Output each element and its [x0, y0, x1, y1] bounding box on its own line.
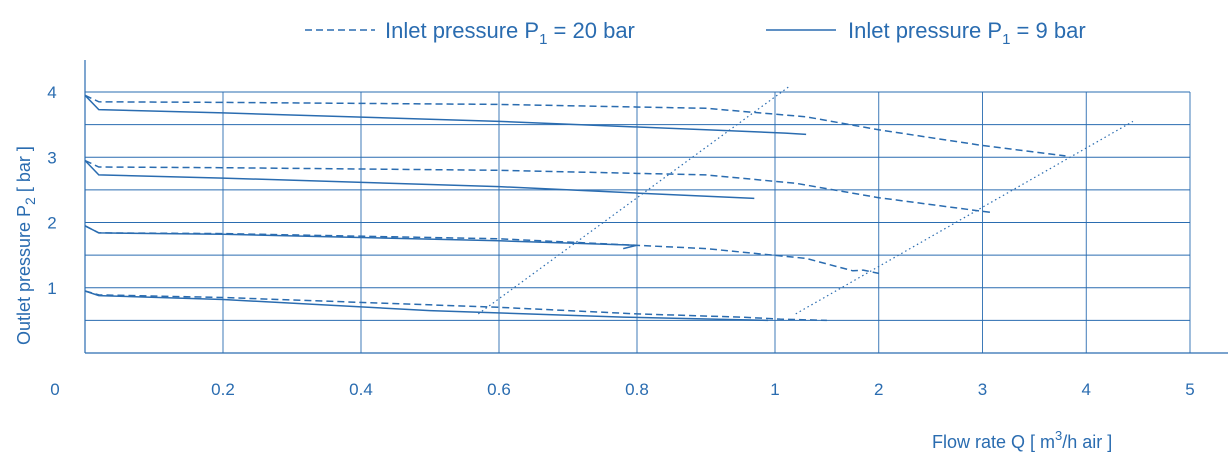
legend-label-dashed: Inlet pressure P1 = 20 bar: [385, 18, 635, 48]
x-tick-label: 0.4: [349, 380, 373, 399]
x-tick-label: 2: [874, 380, 883, 399]
legend-item-dashed: Inlet pressure P1 = 20 bar: [305, 18, 635, 48]
curve-20-bar: [84, 94, 1066, 157]
curve-20-bar: [84, 290, 827, 322]
series-curves: [84, 94, 1066, 322]
curve-9-bar: [84, 94, 807, 136]
y-tick-label: 2: [47, 214, 56, 233]
y-tick-label: 1: [47, 279, 56, 298]
curve-20-bar: [84, 225, 879, 275]
y-tick-labels: 1 2 3 4: [47, 83, 56, 298]
x-tick-label: 1: [770, 380, 779, 399]
x-tick-label: 5: [1185, 380, 1194, 399]
curve-9-bar: [84, 290, 769, 322]
curve-9-bar: [84, 225, 638, 250]
curve-9-bar: [84, 159, 755, 200]
x-tick-label: 0.6: [487, 380, 511, 399]
x-tick-labels: 0 0.2 0.4 0.6 0.8 1 2 3 4 5: [50, 380, 1194, 399]
limit-lines: [477, 84, 1134, 315]
y-tick-label: 4: [47, 83, 56, 102]
y-axis-label: Outlet pressure P2 [ bar ]: [14, 146, 38, 345]
x-axis-label: Flow rate Q [ m3/h air ]: [932, 428, 1112, 452]
legend-item-solid: Inlet pressure P1 = 9 bar: [766, 18, 1086, 48]
x-tick-label: 0: [50, 380, 59, 399]
y-tick-label: 3: [47, 148, 56, 167]
x-tick-label: 3: [978, 380, 987, 399]
legend: Inlet pressure P1 = 20 bar Inlet pressur…: [305, 18, 1086, 48]
x-tick-label: 4: [1082, 380, 1091, 399]
legend-label-solid: Inlet pressure P1 = 9 bar: [848, 18, 1086, 48]
curve-20-bar: [84, 159, 993, 214]
limit-line: [795, 120, 1134, 315]
x-tick-label: 0.8: [625, 380, 649, 399]
axes: [84, 60, 1228, 354]
limit-line: [477, 84, 791, 315]
x-tick-label: 0.2: [211, 380, 235, 399]
